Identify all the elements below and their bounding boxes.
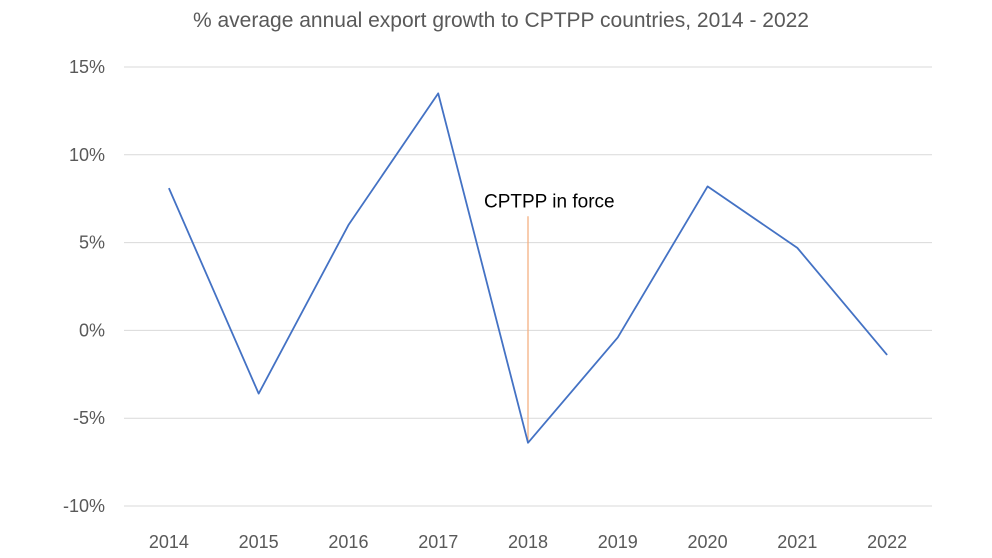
x-axis: 2014 2015 2016 2017 2018 2019 2020 2021 2022 bbox=[149, 532, 907, 552]
x-tick-label: 2016 bbox=[328, 532, 368, 552]
x-tick-label: 2017 bbox=[418, 532, 458, 552]
series-group bbox=[168, 92, 888, 444]
y-axis: -10% -5% 0% 5% 10% 15% bbox=[63, 57, 105, 516]
y-tick-label: 15% bbox=[69, 57, 105, 77]
y-tick-label: -5% bbox=[73, 408, 105, 428]
x-tick-label: 2022 bbox=[867, 532, 907, 552]
x-tick-label: 2018 bbox=[508, 532, 548, 552]
annotation-label: CPTPP in force bbox=[484, 191, 615, 212]
x-tick-label: 2020 bbox=[688, 532, 728, 552]
y-tick-label: 5% bbox=[79, 233, 105, 253]
y-tick-label: 0% bbox=[79, 320, 105, 340]
x-tick-label: 2015 bbox=[239, 532, 279, 552]
x-tick-label: 2014 bbox=[149, 532, 189, 552]
x-tick-label: 2019 bbox=[598, 532, 638, 552]
x-tick-label: 2021 bbox=[777, 532, 817, 552]
chart-title: % average annual export growth to CPTPP … bbox=[193, 9, 809, 32]
y-tick-label: 10% bbox=[69, 145, 105, 165]
y-tick-label: -10% bbox=[63, 496, 105, 516]
annotation-group: CPTPP in force bbox=[484, 191, 615, 443]
